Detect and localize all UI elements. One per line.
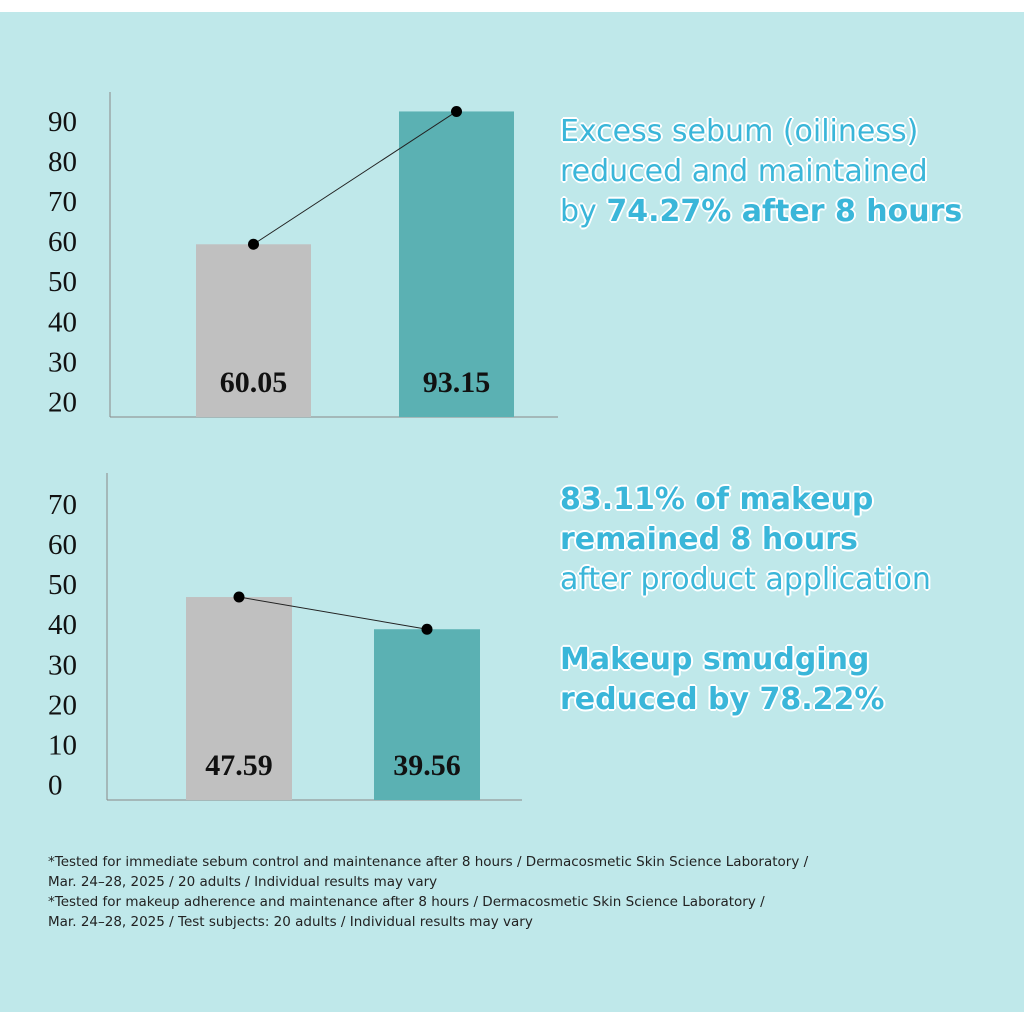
annotation-line: reduced and maintained <box>560 152 928 192</box>
value-label: 60.05 <box>220 366 288 399</box>
footnotes: *Tested for immediate sebum control and … <box>48 852 808 932</box>
value-label: 93.15 <box>423 366 491 399</box>
y-tick-label: 0 <box>48 770 63 802</box>
page: 90 80 70 50 60 40 30 20 60.05 93.15 70 60 50 40 30 20 10… <box>0 12 1024 1012</box>
annotation-text: 74.27% after 8 hours <box>606 194 963 229</box>
footnote: *Tested for immediate sebum control and … <box>48 854 809 870</box>
annotation-text: by <box>560 194 607 229</box>
y-tick-label: 30 <box>48 346 77 378</box>
bar <box>186 597 292 800</box>
footnote: Mar. 24–28, 2025 / Test subjects: 20 adu… <box>48 914 533 930</box>
y-tick-label: 30 <box>48 649 77 681</box>
value-label: 47.59 <box>205 749 273 782</box>
annotation-line: after product application <box>560 560 931 600</box>
annotation-line: reduced by 78.22% <box>560 680 884 720</box>
bar <box>196 244 311 417</box>
charts: 90 80 70 50 60 40 30 20 60.05 93.15 70 60 50 40 30 20 10… <box>48 92 558 802</box>
y-tick-label: 10 <box>48 729 77 761</box>
annotation-text: reduced by 78.22% <box>560 682 885 717</box>
annotation-text: Makeup smudging <box>560 642 870 677</box>
y-tick-label: 80 <box>48 146 77 178</box>
y-tick-label: 40 <box>48 306 77 338</box>
annotation-line: by 74.27% after 8 hours <box>560 192 962 232</box>
y-tick-label: 20 <box>48 689 77 721</box>
bar <box>374 629 480 800</box>
annotation-line: Makeup smudging <box>560 640 869 680</box>
annotation-text: after product application <box>560 562 931 597</box>
y-tick-label: 40 <box>48 609 77 641</box>
point <box>421 623 433 635</box>
y-tick-label: 50 <box>48 569 77 601</box>
annotation-text: remained 8 hours <box>560 522 858 557</box>
trend-line <box>253 111 457 245</box>
bar <box>399 111 514 418</box>
y-tick-label: 20 <box>48 387 77 419</box>
annotation-text: reduced and maintained <box>560 154 928 189</box>
point <box>233 591 245 603</box>
annotation-line: Excess sebum (oiliness) <box>560 112 918 152</box>
annotation-text: 83.11% of makeup <box>560 482 874 517</box>
point <box>248 238 259 250</box>
y-tick-label: 70 <box>48 489 77 521</box>
annotation-line: 83.11% of makeup <box>560 480 873 520</box>
y-tick-label: 90 <box>48 106 77 138</box>
footnote: *Tested for makeup adherence and mainten… <box>48 894 765 910</box>
point <box>451 105 462 117</box>
value-label: 39.56 <box>393 749 461 782</box>
annotation-line: remained 8 hours <box>560 520 858 560</box>
footnote: Mar. 24–28, 2025 / 20 adults / Individua… <box>48 874 438 890</box>
y-tick-label: 60 <box>48 529 77 561</box>
trend-line <box>238 596 428 630</box>
y-tick-label: 50 <box>48 266 77 298</box>
annotation-text: Excess sebum (oiliness) <box>560 114 919 149</box>
y-tick-label: 70 <box>48 186 77 218</box>
y-tick-label: 60 <box>48 226 77 258</box>
